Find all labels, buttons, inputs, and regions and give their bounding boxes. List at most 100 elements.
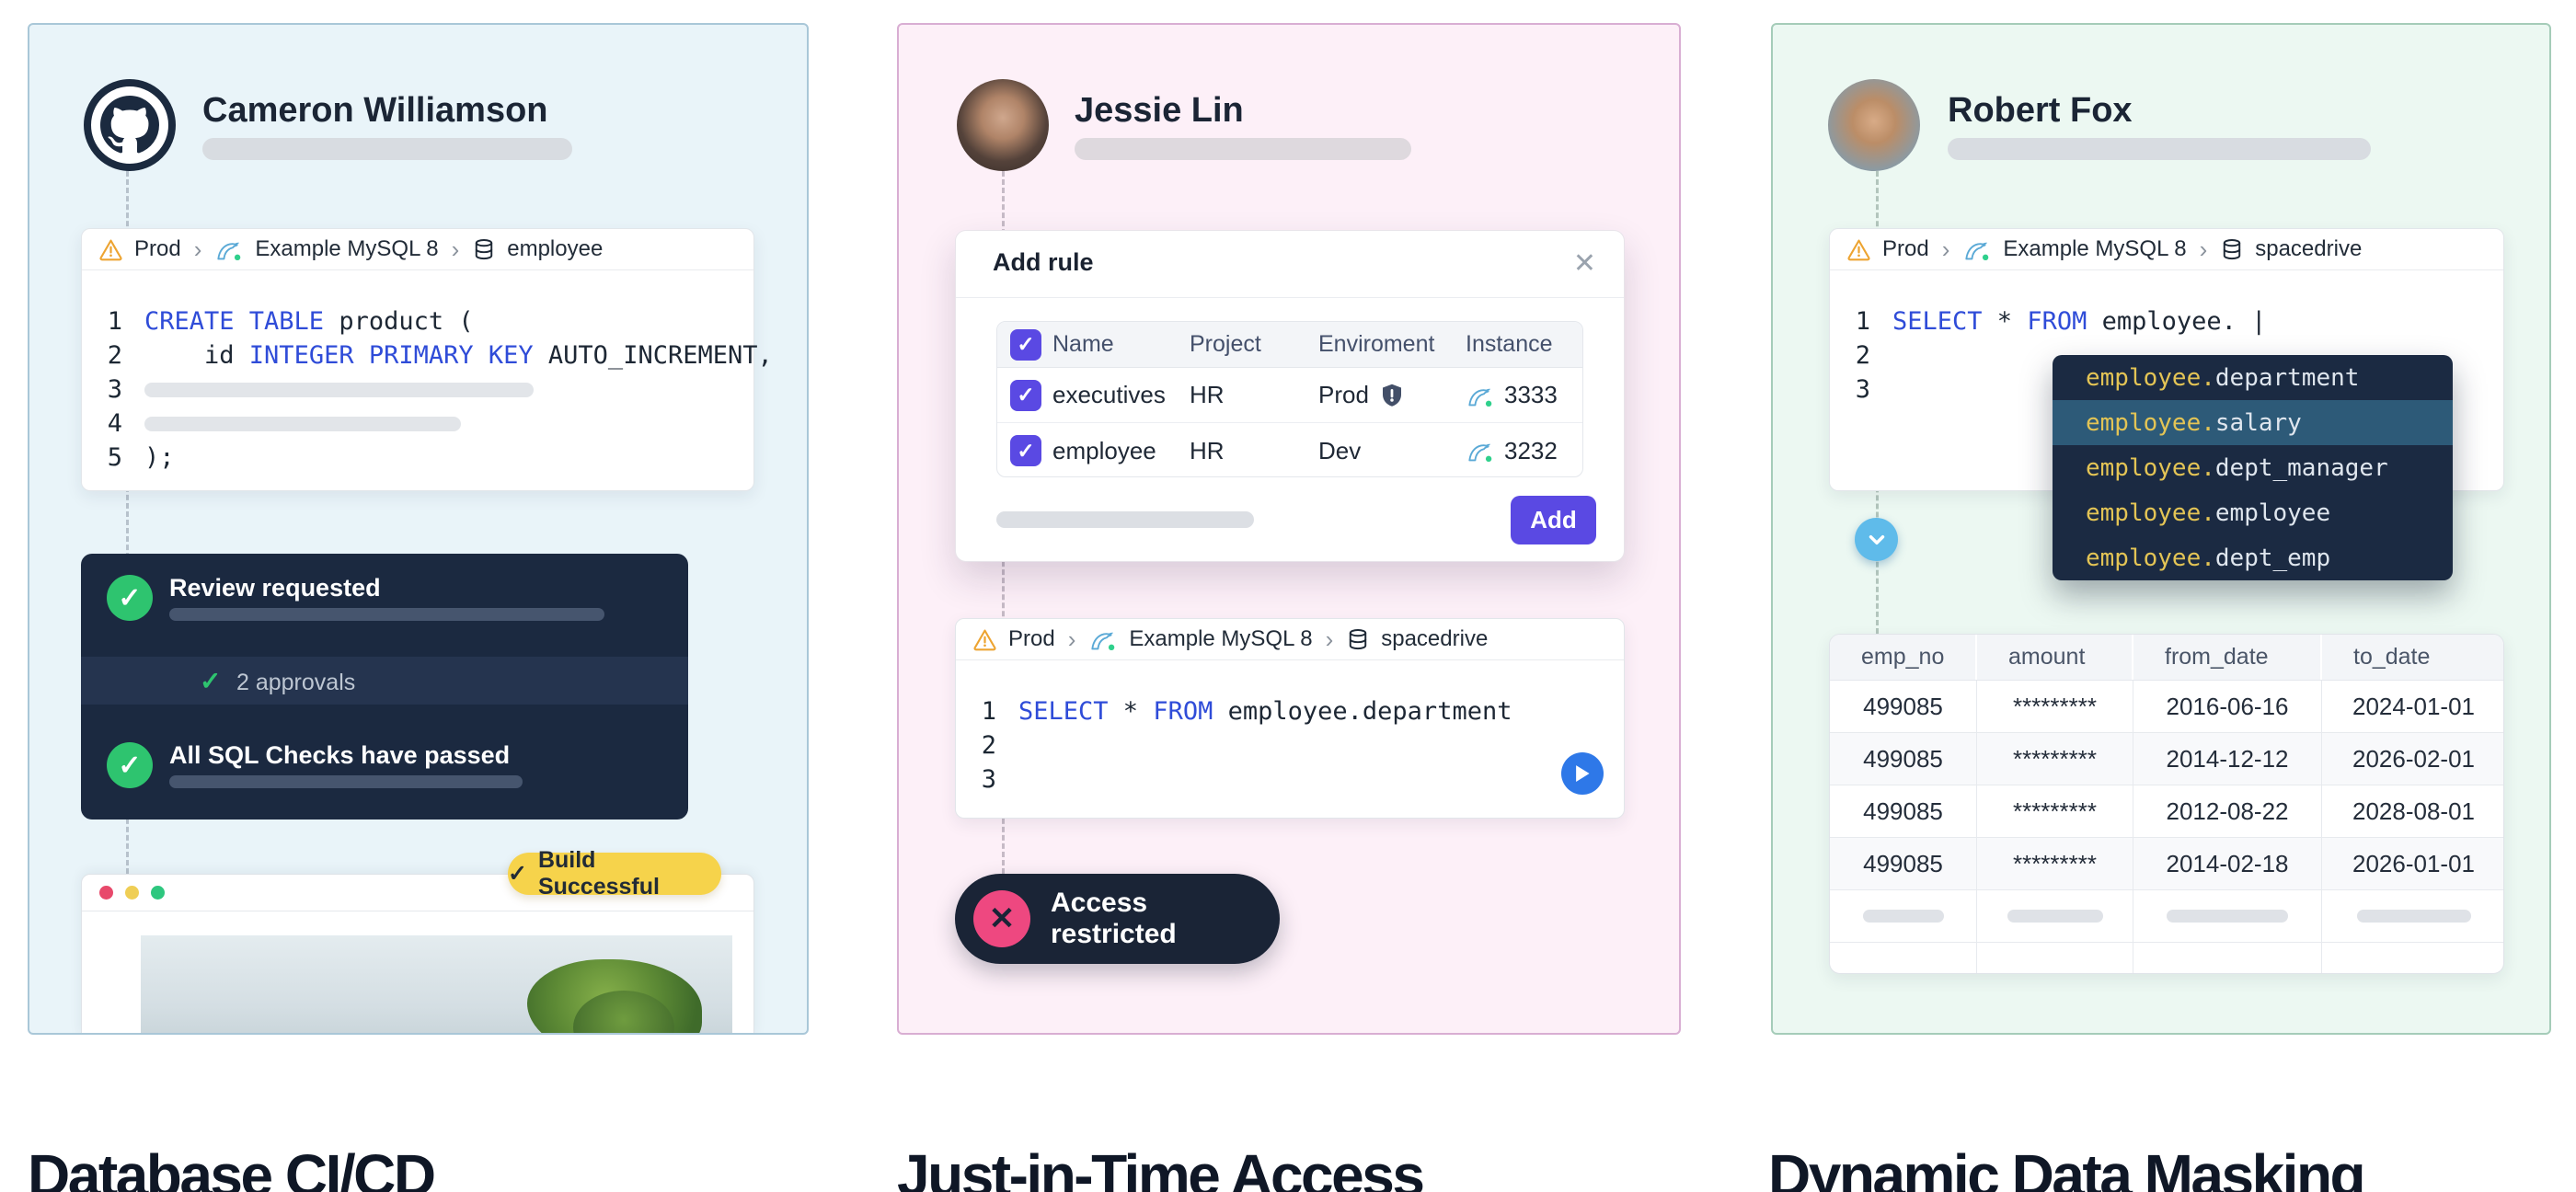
breadcrumb-instance[interactable]: Example MySQL 8	[2003, 236, 2187, 261]
traffic-light-green[interactable]	[151, 886, 165, 900]
build-badge-label: Build Successful	[537, 847, 660, 900]
sql-code[interactable]: 1 SELECT * FROM employee. | 2 3	[1830, 270, 2503, 407]
sql-code[interactable]: 1 SELECT * FROM employee.department 2 3	[956, 660, 1624, 797]
database-icon	[1350, 628, 1367, 649]
database-icon	[476, 238, 493, 259]
sql-checks-label: All SQL Checks have passed	[169, 741, 511, 769]
code-line: 3	[1830, 372, 2503, 407]
breadcrumb-instance[interactable]: Example MySQL 8	[255, 236, 439, 261]
env-label: Dev	[1318, 436, 1362, 464]
result-table-header: emp_no amount from_date to_date	[1830, 635, 2503, 681]
mysql-icon-slot	[1962, 235, 1992, 263]
rule-row[interactable]: ✓ executives HR Prod 3333	[997, 368, 1582, 423]
chevron-down-badge[interactable]	[1855, 518, 1898, 561]
breadcrumb: Prod › Example MySQL 8 › spacedrive	[956, 619, 1624, 660]
chevron-right-icon: ›	[193, 235, 202, 263]
autocomplete-item[interactable]: employee. dept_manager	[2053, 445, 2453, 490]
placeholder-bar	[996, 511, 1254, 528]
autocomplete-menu: employee. department employee. salary employ…	[2053, 355, 2453, 580]
mysql-icon	[1965, 242, 1989, 261]
approvals-label: 2 approvals	[236, 670, 356, 695]
autocomplete-name: dept_manager	[2214, 453, 2388, 482]
breadcrumb-env[interactable]: Prod	[1008, 626, 1055, 651]
warning-icon	[99, 239, 122, 260]
breadcrumb-db[interactable]: employee	[507, 236, 604, 261]
rule-project-cell: HR	[1190, 436, 1225, 464]
line-number: 1	[107, 307, 122, 336]
code-placeholder-bar	[144, 382, 534, 397]
rule-instance-cell: 3333	[1466, 381, 1582, 409]
autocomplete-prefix: employee.	[2086, 544, 2215, 572]
traffic-light-yellow[interactable]	[125, 886, 139, 900]
result-row[interactable]: 499085 ********* 2016-06-16 2024-01-01	[1830, 681, 2503, 733]
add-button[interactable]: Add	[1511, 496, 1596, 544]
breadcrumb-instance[interactable]: Example MySQL 8	[1129, 626, 1313, 651]
autocomplete-name: salary	[2214, 408, 2302, 437]
line-number: 3	[981, 765, 996, 794]
checkbox-checked[interactable]: ✓	[1010, 328, 1041, 361]
code-token: FROM	[2027, 307, 2087, 336]
instance-port: 3333	[1504, 381, 1558, 408]
masked-cell: *********	[1977, 681, 2133, 732]
breadcrumb-env[interactable]: Prod	[1882, 236, 1929, 261]
autocomplete-item[interactable]: employee. department	[2053, 355, 2453, 400]
line-number: 1	[1855, 307, 1870, 336]
mysql-icon-slot	[1088, 625, 1118, 653]
column-header: amount	[1977, 635, 2133, 680]
placeholder-bar	[1948, 138, 2371, 160]
checkbox-checked[interactable]: ✓	[1010, 379, 1041, 411]
result-row[interactable]: 499085 ********* 2014-12-12 2026-02-01	[1830, 733, 2503, 785]
value-cell: 2026-02-01	[2352, 744, 2475, 773]
value-cell: 2024-01-01	[2352, 692, 2475, 720]
column-header: Enviroment	[1318, 331, 1435, 357]
column-header: Instance	[1466, 331, 1553, 357]
placeholder-bar	[2167, 910, 2288, 923]
code-token: employee.	[2087, 307, 2252, 336]
review-step-label: Review requested	[169, 574, 381, 602]
placeholder-bar	[1075, 138, 1411, 160]
run-query-button[interactable]	[1561, 752, 1604, 795]
autocomplete-item[interactable]: employee. salary	[2053, 400, 2453, 445]
divider	[956, 297, 1624, 298]
feature-title-jit: Just-in-Time Access	[897, 1141, 1425, 1192]
sql-code[interactable]: 1 CREATE TABLE product (2 id INTEGER PRIM…	[82, 270, 773, 475]
result-row[interactable]: 499085 ********* 2012-08-22 2028-08-01	[1830, 785, 2503, 838]
env-label: Prod	[1318, 381, 1369, 408]
breadcrumb-db[interactable]: spacedrive	[2255, 236, 2363, 261]
line-number: 2	[1855, 341, 1870, 370]
mysql-icon-slot	[214, 235, 244, 263]
traffic-light-red[interactable]	[99, 886, 113, 900]
autocomplete-prefix: employee.	[2086, 363, 2215, 392]
breadcrumb-db[interactable]: spacedrive	[1381, 626, 1489, 651]
breadcrumb-env[interactable]: Prod	[134, 236, 181, 261]
check-circle-icon: ✓	[107, 742, 153, 788]
code-line: 1 SELECT * FROM employee.department	[956, 694, 1624, 728]
value-cell: 499085	[1830, 785, 1977, 837]
column-header: Name	[1052, 331, 1114, 357]
code-token: );	[144, 443, 175, 472]
result-row[interactable]: 499085 ********* 2014-02-18 2026-01-01	[1830, 838, 2503, 890]
close-icon[interactable]: ✕	[1572, 248, 1596, 279]
autocomplete-name: employee	[2214, 499, 2331, 527]
browser-titlebar	[82, 875, 753, 911]
code-token: FROM	[1153, 697, 1213, 726]
browser-window	[81, 874, 754, 1033]
checkbox-checked[interactable]: ✓	[1010, 435, 1041, 466]
empty-cell	[2322, 943, 2503, 973]
rule-row[interactable]: ✓ employee HR Dev 3232	[997, 423, 1582, 476]
github-octocat-icon	[100, 96, 159, 154]
autocomplete-prefix: employee.	[2086, 408, 2215, 437]
avatar-robert	[1828, 79, 1920, 171]
code-token: SELECT	[1018, 697, 1109, 726]
value-cell: 499085	[1830, 838, 1977, 889]
autocomplete-item[interactable]: employee. employee	[2053, 490, 2453, 535]
placeholder-bar	[169, 608, 604, 621]
code-token: product (	[324, 307, 474, 336]
code-line: 2 id INTEGER PRIMARY KEY AUTO_INCREMENT,	[82, 338, 773, 372]
feature-title-cicd: Database CI/CD	[28, 1141, 436, 1192]
rule-table: ✓ Name Project Enviroment Instance ✓ executive…	[996, 321, 1583, 477]
empty-cell	[2133, 943, 2322, 973]
placeholder-bar	[202, 138, 572, 160]
autocomplete-item[interactable]: employee. dept_emp	[2053, 535, 2453, 580]
